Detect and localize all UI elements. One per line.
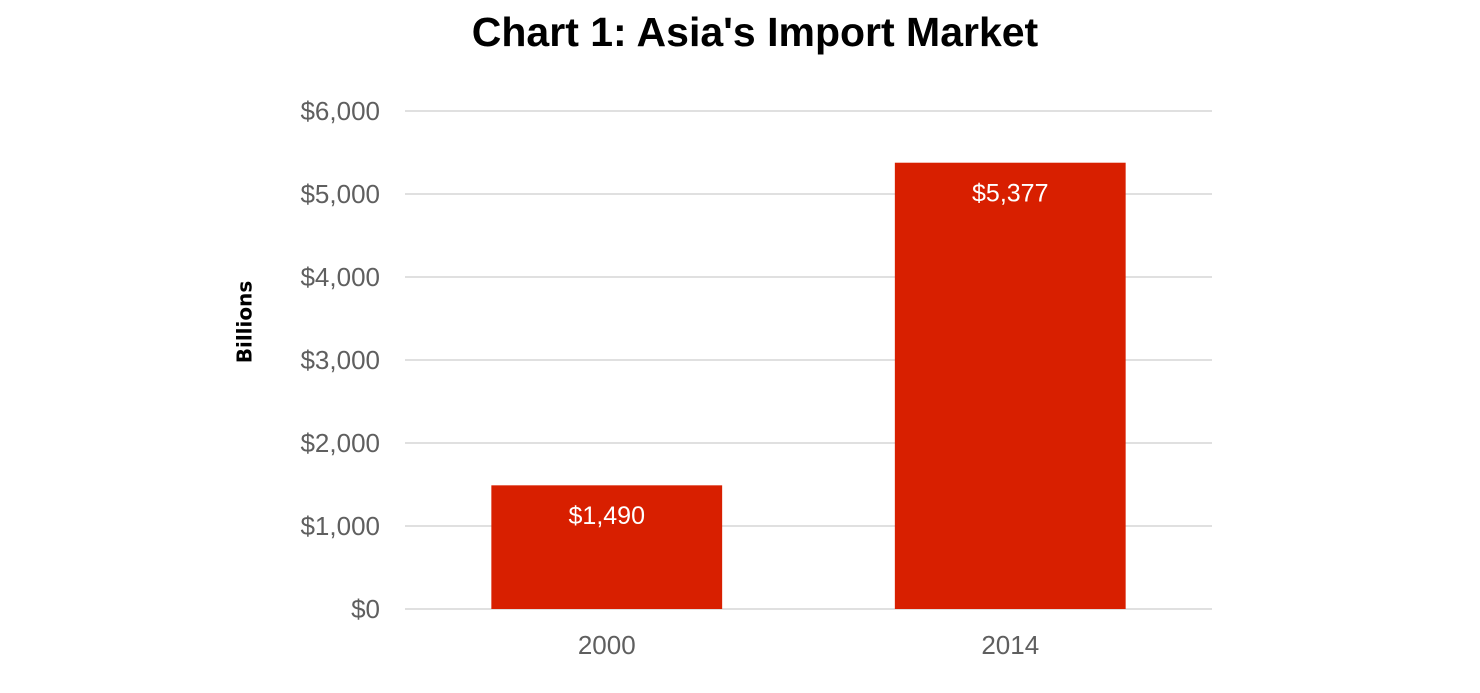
y-tick-label: $2,000 [300, 428, 380, 458]
y-axis-label: Billions [233, 281, 257, 364]
y-tick-label: $0 [351, 594, 380, 624]
x-tick-label: 2000 [578, 630, 636, 660]
bar [491, 485, 723, 609]
y-tick-label: $5,000 [300, 179, 380, 209]
x-tick-label: 2014 [981, 630, 1039, 660]
y-tick-label: $4,000 [300, 262, 380, 292]
y-tick-label: $6,000 [300, 96, 380, 126]
value-label: $1,490 [569, 502, 645, 530]
y-tick-label: $1,000 [300, 511, 380, 541]
value-label: $5,377 [972, 179, 1048, 207]
y-tick-label: $3,000 [300, 345, 380, 375]
chart-title: Chart 1: Asia's Import Market [472, 9, 1039, 55]
bar [894, 162, 1126, 610]
